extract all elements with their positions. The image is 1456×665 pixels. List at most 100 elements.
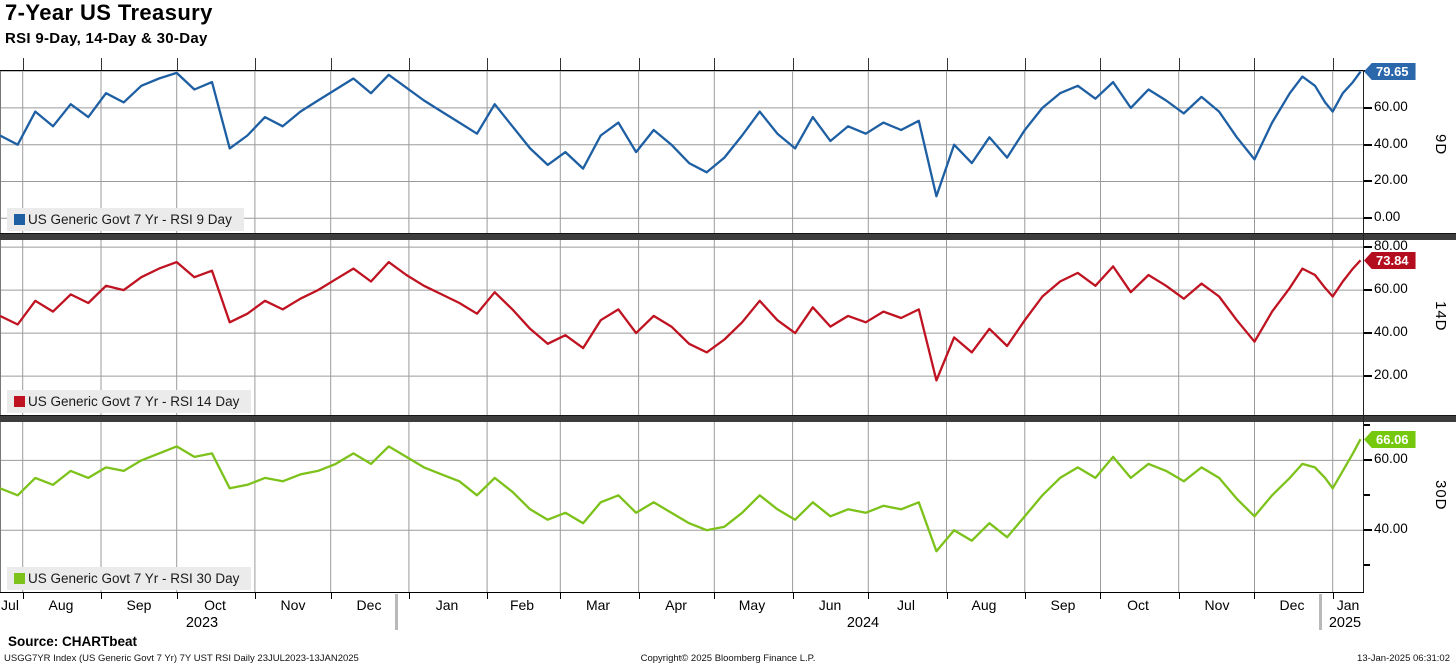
y-tick-label: 60.00	[1374, 99, 1408, 114]
top-month-tick	[255, 58, 256, 70]
y-tick-label: 40.00	[1374, 136, 1408, 151]
legend-swatch-icon	[14, 573, 25, 584]
top-month-tick	[1333, 58, 1334, 70]
panel-top-border	[0, 70, 1363, 71]
top-month-tick	[639, 58, 640, 70]
x-month-label: Dec	[356, 597, 382, 613]
top-month-tick	[101, 58, 102, 70]
legend-rsi-30-day[interactable]: US Generic Govt 7 Yr - RSI 30 Day	[7, 567, 252, 590]
top-month-tick	[793, 58, 794, 70]
x-month-label: Oct	[1127, 597, 1149, 613]
last-value-tag-rsi-14-day: 73.84	[1364, 252, 1416, 269]
x-axis-month-tick	[868, 592, 869, 599]
top-month-tick	[1254, 58, 1255, 70]
panel-side-label-rsi-9-day: 9D	[1432, 133, 1449, 155]
chart-panel-rsi-30-day[interactable]	[0, 422, 1363, 592]
year-boundary-marker	[1319, 594, 1322, 630]
x-year-label: 2025	[1328, 615, 1362, 631]
y-axis-minor-tick	[1363, 494, 1370, 496]
x-month-label: May	[738, 597, 766, 613]
y-axis-tick	[1363, 289, 1372, 291]
y-tick-label: 40.00	[1374, 324, 1408, 339]
x-month-label: Jun	[818, 597, 842, 613]
y-axis-tick	[1363, 459, 1372, 461]
y-axis-tick	[1363, 107, 1372, 109]
x-month-label: Sep	[126, 597, 152, 613]
x-axis-month-tick	[101, 592, 102, 599]
x-axis-line	[0, 592, 1364, 593]
page-subtitle: RSI 9-Day, 14-Day & 30-Day	[5, 30, 208, 47]
y-tick-label: 0.00	[1374, 209, 1401, 224]
x-month-label: Apr	[665, 597, 687, 613]
top-month-tick	[409, 58, 410, 70]
x-year-label: 2023	[185, 615, 219, 631]
x-axis-month-tick	[1254, 592, 1255, 599]
x-axis-month-tick	[560, 592, 561, 599]
x-axis-month-tick	[1025, 592, 1026, 599]
y-axis-tick	[1363, 375, 1372, 377]
y-axis-tick	[1363, 332, 1372, 334]
x-month-label: Jul	[897, 597, 915, 613]
panel-side-label-rsi-14-day: 14D	[1432, 300, 1449, 332]
legend-swatch-icon	[14, 214, 25, 225]
last-value-tag-rsi-9-day: 79.65	[1364, 63, 1416, 80]
legend-rsi-9-day[interactable]: US Generic Govt 7 Yr - RSI 9 Day	[7, 208, 244, 231]
legend-rsi-14-day[interactable]: US Generic Govt 7 Yr - RSI 14 Day	[7, 390, 252, 413]
panel-separator	[0, 233, 1456, 240]
y-axis-tick	[1363, 180, 1372, 182]
x-month-label: Jan	[1336, 597, 1360, 613]
x-axis-month-tick	[1179, 592, 1180, 599]
y-axis-tick	[1363, 217, 1372, 219]
x-month-label: Jan	[435, 597, 459, 613]
top-month-tick	[1179, 58, 1180, 70]
y-axis-tick	[1363, 529, 1372, 531]
page-title: 7-Year US Treasury	[5, 0, 213, 25]
footer-copyright: Copyright© 2025 Bloomberg Finance L.P.	[640, 653, 816, 664]
panel-separator	[0, 415, 1456, 422]
plot-right-border	[1363, 70, 1364, 592]
top-month-tick	[331, 58, 332, 70]
legend-label: US Generic Govt 7 Yr - RSI 9 Day	[28, 212, 232, 227]
top-month-tick	[1100, 58, 1101, 70]
top-month-tick	[868, 58, 869, 70]
top-month-tick	[177, 58, 178, 70]
x-axis-month-tick	[255, 592, 256, 599]
panel-side-label-rsi-30-day: 30D	[1432, 480, 1449, 511]
legend-swatch-icon	[14, 396, 25, 407]
source-label: Source: CHARTbeat	[8, 634, 138, 649]
x-axis-month-tick	[23, 592, 24, 599]
x-month-label: Dec	[1279, 597, 1305, 613]
x-axis-month-tick	[1100, 592, 1101, 599]
x-axis-month-tick	[793, 592, 794, 599]
x-month-label: Feb	[509, 597, 535, 613]
top-month-tick	[1025, 58, 1026, 70]
legend-label: US Generic Govt 7 Yr - RSI 14 Day	[28, 394, 240, 409]
y-tick-label: 20.00	[1374, 172, 1408, 187]
footer-timestamp: 13-Jan-2025 06:31:02	[1357, 653, 1450, 664]
x-axis-month-tick	[947, 592, 948, 599]
x-month-label: Nov	[280, 597, 306, 613]
x-axis-month-tick	[1333, 592, 1334, 599]
top-month-tick	[487, 58, 488, 70]
x-axis-month-tick	[177, 592, 178, 599]
x-axis-month-tick	[409, 592, 410, 599]
x-month-label: Aug	[971, 597, 997, 613]
year-boundary-marker	[395, 594, 398, 630]
x-year-label: 2024	[846, 615, 880, 631]
chart-panel-rsi-14-day[interactable]	[0, 240, 1363, 415]
top-month-tick	[947, 58, 948, 70]
y-axis-minor-tick	[1363, 424, 1370, 426]
x-axis-month-tick	[487, 592, 488, 599]
x-month-label: Mar	[585, 597, 611, 613]
x-month-label: Aug	[48, 597, 74, 613]
x-month-label: Sep	[1050, 597, 1076, 613]
x-axis-month-tick	[331, 592, 332, 599]
legend-label: US Generic Govt 7 Yr - RSI 30 Day	[28, 571, 240, 586]
last-value-tag-rsi-30-day: 66.06	[1364, 431, 1416, 448]
y-tick-label: 60.00	[1374, 281, 1408, 296]
x-month-label: Oct	[204, 597, 226, 613]
x-month-label: Nov	[1204, 597, 1230, 613]
y-axis-tick	[1363, 144, 1372, 146]
x-axis-month-tick	[714, 592, 715, 599]
